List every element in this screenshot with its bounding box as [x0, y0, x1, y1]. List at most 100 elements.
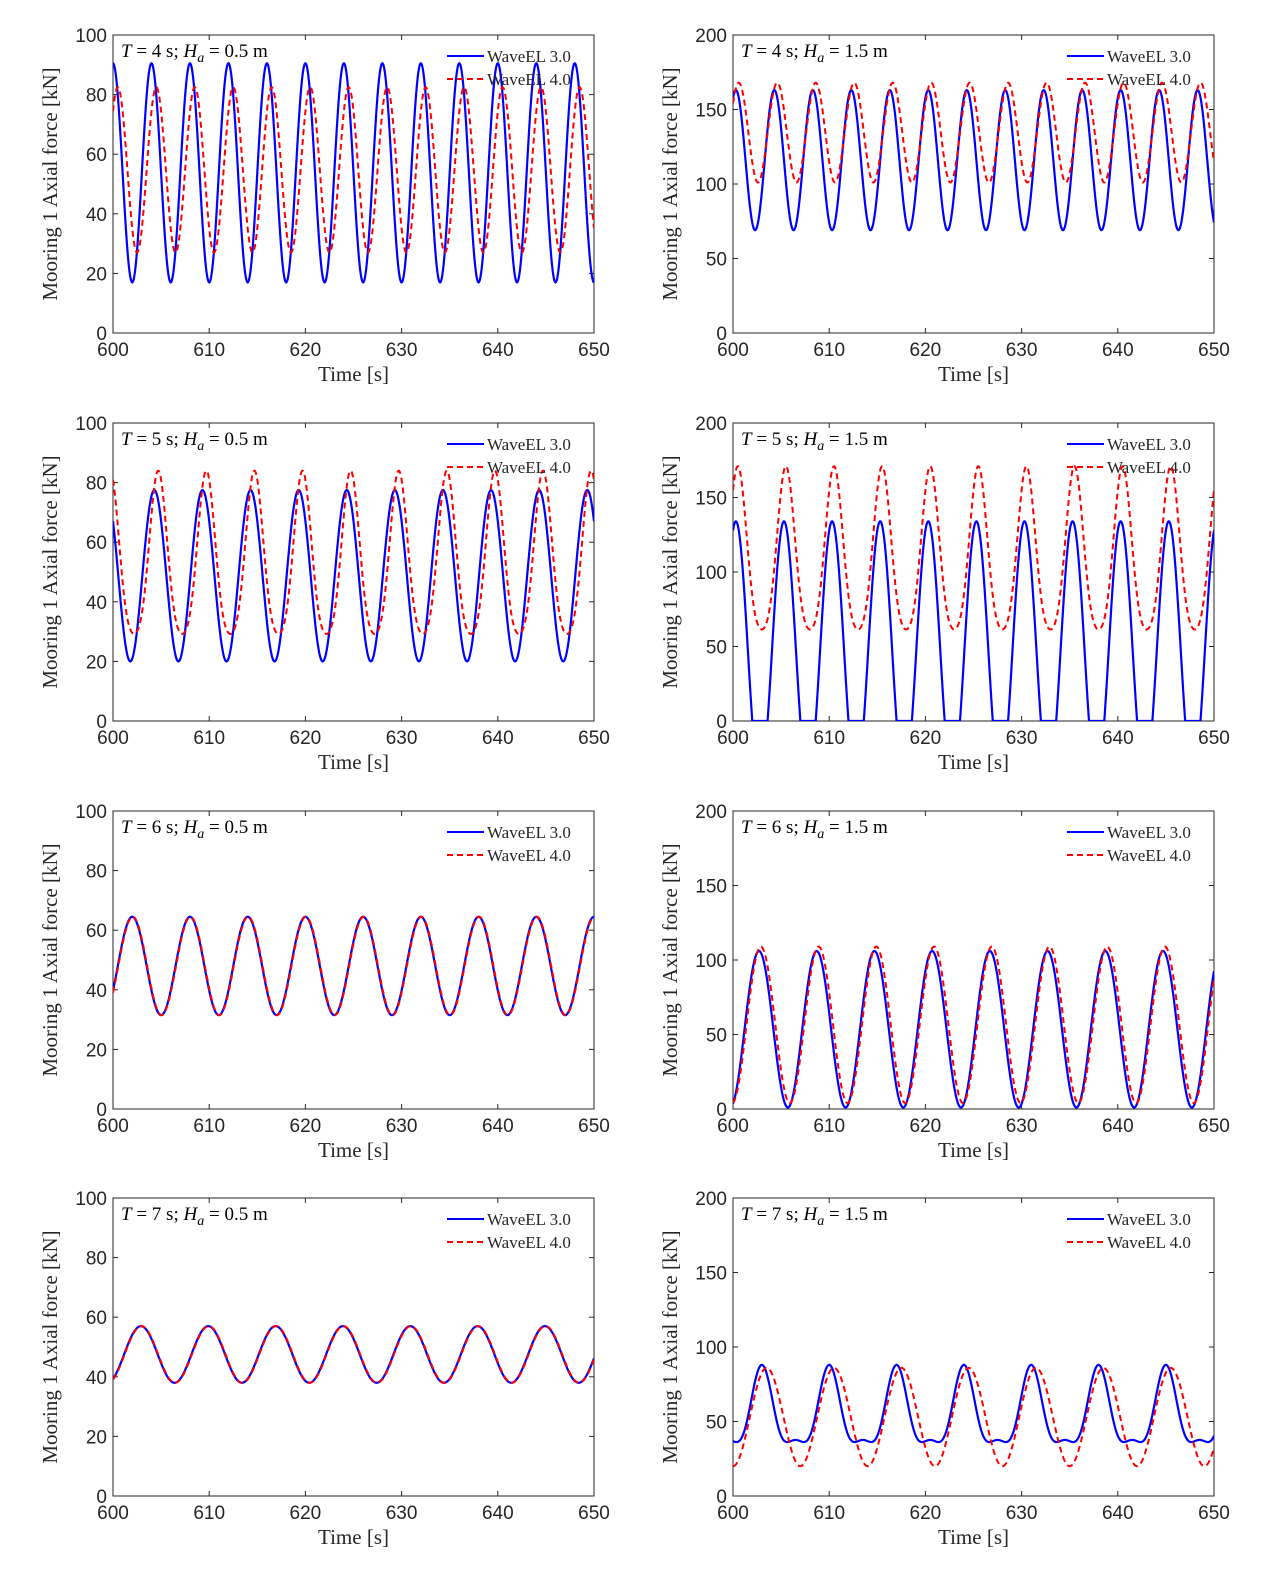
legend-label-waveel-4: WaveEL 4.0 [1107, 846, 1191, 865]
annotation-part: = [204, 1204, 224, 1225]
annotation-part: a [197, 1214, 204, 1229]
legend-label-waveel-4: WaveEL 4.0 [1107, 1233, 1191, 1252]
subplot-2: 600 610 620 630 640 650 0 50 100 150 200 Time [s] Mo… [658, 26, 1230, 386]
x-axis-label: Time [s] [318, 362, 389, 386]
x-tick-label: 650 [578, 1116, 610, 1137]
panel-annotation: T = 6 s; Ha = 0.5 m [121, 817, 268, 842]
annotation-part: = [752, 1204, 772, 1225]
x-axis-label: Time [s] [318, 750, 389, 774]
annotation-part: s; [161, 41, 183, 62]
legend-label-waveel-3: WaveEL 3.0 [1107, 1210, 1191, 1229]
annotation-part: 1.5 [844, 1204, 868, 1225]
y-tick-label: 0 [96, 1487, 107, 1508]
x-tick-label: 630 [386, 1116, 418, 1137]
annotation-part: H [182, 429, 198, 450]
annotation-part: m [248, 1204, 268, 1225]
y-tick-label: 0 [96, 324, 107, 345]
x-tick-label: 630 [386, 340, 418, 361]
annotation-part: 7 [152, 1204, 162, 1225]
x-tick-label: 610 [193, 728, 225, 749]
legend-label-waveel-4: WaveEL 4.0 [487, 1233, 571, 1252]
y-tick-label: 80 [86, 474, 107, 495]
x-tick-label: 620 [910, 1503, 942, 1524]
y-tick-label: 20 [86, 264, 107, 285]
y-tick-label: 60 [86, 1308, 107, 1329]
x-tick-label: 630 [1006, 1116, 1038, 1137]
series-line-waveel-4 [113, 915, 594, 1017]
y-tick-label: 60 [86, 533, 107, 554]
y-tick-label: 40 [86, 1368, 107, 1389]
annotation-part: = [752, 429, 772, 450]
annotation-part: s; [161, 429, 183, 450]
annotation-part: = [752, 817, 772, 838]
annotation-part: T [121, 429, 133, 450]
x-tick-label: 610 [193, 1503, 225, 1524]
legend-label-waveel-3: WaveEL 3.0 [487, 1210, 571, 1229]
annotation-part: m [248, 817, 268, 838]
y-tick-label: 80 [86, 86, 107, 107]
y-tick-label: 60 [86, 145, 107, 166]
annotation-part: T [741, 429, 753, 450]
y-tick-label: 20 [86, 652, 107, 673]
series-line-waveel-4 [113, 1325, 594, 1384]
annotation-part: = [824, 41, 844, 62]
subplot-3: 600 610 620 630 640 650 0 20 40 60 80 100 Time [s] Mo… [38, 414, 610, 774]
y-tick-label: 0 [716, 1100, 727, 1121]
y-tick-label: 100 [695, 175, 727, 196]
annotation-part: a [817, 51, 824, 66]
annotation-part: T [121, 1204, 133, 1225]
series-line-waveel-4 [733, 465, 1214, 631]
annotation-part: = [132, 41, 152, 62]
annotation-part: 0.5 [224, 817, 248, 838]
annotation-part: T [741, 41, 753, 62]
legend-label-waveel-4: WaveEL 4.0 [487, 458, 571, 477]
annotation-part: a [197, 439, 204, 454]
annotation-part: m [248, 429, 268, 450]
y-tick-label: 40 [86, 593, 107, 614]
annotation-part: a [817, 439, 824, 454]
legend-label-waveel-4: WaveEL 4.0 [1107, 458, 1191, 477]
legend-label-waveel-3: WaveEL 3.0 [487, 47, 571, 66]
x-tick-label: 640 [482, 1503, 514, 1524]
x-tick-label: 640 [1102, 340, 1134, 361]
series-line-waveel-3 [733, 949, 1214, 1109]
y-tick-label: 100 [695, 951, 727, 972]
legend-label-waveel-4: WaveEL 4.0 [487, 846, 571, 865]
annotation-part: s; [781, 817, 803, 838]
annotation-part: 1.5 [844, 429, 868, 450]
x-tick-label: 630 [386, 1503, 418, 1524]
y-tick-label: 100 [695, 1338, 727, 1359]
panel-annotation: T = 5 s; Ha = 1.5 m [741, 429, 888, 454]
annotation-part: H [182, 817, 198, 838]
subplot-8: 600 610 620 630 640 650 0 50 100 150 200 Time [s] Mo… [658, 1189, 1230, 1549]
series-line-waveel-4 [733, 1366, 1214, 1468]
annotation-part: = [824, 429, 844, 450]
x-tick-label: 600 [717, 340, 749, 361]
annotation-part: a [817, 827, 824, 842]
y-tick-label: 60 [86, 921, 107, 942]
y-tick-label: 100 [75, 414, 107, 435]
annotation-part: a [197, 51, 204, 66]
y-tick-label: 200 [695, 414, 727, 435]
annotation-part: T [741, 817, 753, 838]
x-tick-label: 640 [1102, 1116, 1134, 1137]
x-tick-label: 650 [578, 728, 610, 749]
y-axis-label: Mooring 1 Axial force [kN] [658, 455, 682, 688]
y-tick-label: 100 [75, 1189, 107, 1210]
y-tick-label: 20 [86, 1427, 107, 1448]
x-tick-label: 640 [1102, 1503, 1134, 1524]
y-tick-label: 80 [86, 1249, 107, 1270]
plot-area [732, 1197, 1215, 1497]
panel-annotation: T = 6 s; Ha = 1.5 m [741, 817, 888, 842]
panel-annotation: T = 7 s; Ha = 0.5 m [121, 1204, 268, 1229]
annotation-part: m [868, 429, 888, 450]
x-tick-label: 600 [97, 1503, 129, 1524]
series-line-waveel-3 [733, 520, 1214, 721]
annotation-part: = [752, 41, 772, 62]
x-tick-label: 600 [717, 1116, 749, 1137]
y-tick-label: 0 [96, 1100, 107, 1121]
annotation-part: s; [781, 1204, 803, 1225]
x-tick-label: 630 [1006, 1503, 1038, 1524]
x-tick-label: 630 [1006, 728, 1038, 749]
x-axis-label: Time [s] [938, 750, 1009, 774]
